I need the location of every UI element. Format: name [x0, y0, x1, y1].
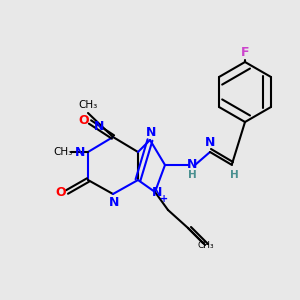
Text: N: N	[75, 146, 85, 158]
Text: N: N	[109, 196, 119, 208]
Text: N: N	[152, 187, 162, 200]
Text: O: O	[56, 185, 66, 199]
Text: N: N	[187, 158, 197, 172]
Text: +: +	[160, 194, 168, 204]
Text: H: H	[230, 170, 238, 180]
Text: F: F	[241, 46, 249, 59]
Text: N: N	[94, 121, 104, 134]
Text: N: N	[205, 136, 215, 148]
Text: CH₃: CH₃	[53, 147, 73, 157]
Text: O: O	[79, 113, 89, 127]
Text: H: H	[188, 170, 196, 180]
Text: N: N	[146, 125, 156, 139]
Text: CH₃: CH₃	[78, 100, 98, 110]
Text: CH₃: CH₃	[198, 242, 214, 250]
